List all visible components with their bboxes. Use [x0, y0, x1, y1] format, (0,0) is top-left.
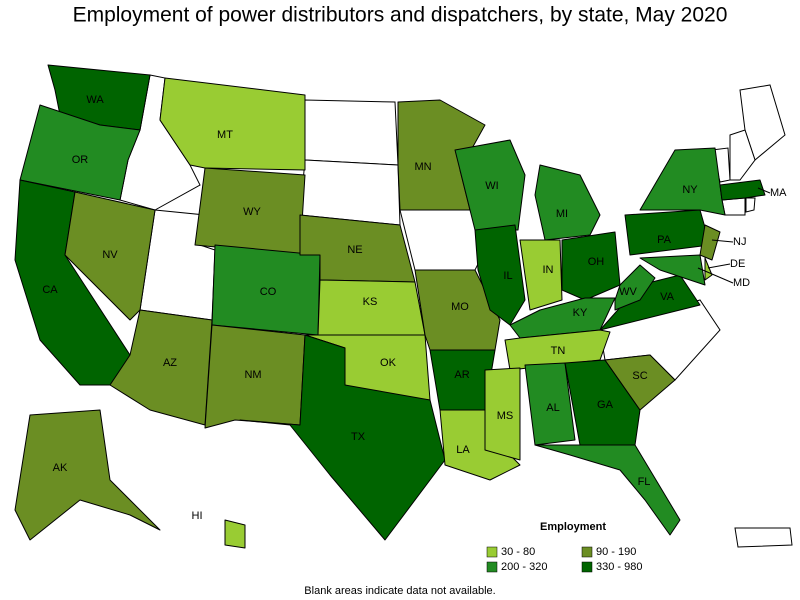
legend-label: 200 - 320: [501, 561, 547, 573]
state-label: KY: [573, 307, 588, 319]
state-nh: [729, 129, 756, 181]
state: [534, 164, 601, 241]
state-me: [739, 84, 786, 161]
state-label: VA: [660, 291, 675, 303]
state: [454, 139, 526, 231]
state-label: TN: [551, 345, 566, 357]
leader-line: [707, 263, 731, 269]
state: [639, 254, 706, 286]
state: [524, 362, 576, 446]
state-label: WI: [485, 180, 498, 192]
legend-label: 30 - 80: [501, 546, 535, 558]
state-label: AL: [546, 402, 559, 414]
state-label: NV: [102, 249, 118, 261]
legend-label: 90 - 190: [596, 546, 636, 558]
state-label: OH: [588, 256, 605, 268]
state: [624, 209, 711, 256]
state-label: AK: [53, 462, 68, 474]
leader-line: [697, 267, 734, 284]
state-label: CA: [42, 284, 58, 296]
territory-pr: [734, 527, 793, 548]
state-label: MA: [770, 187, 787, 199]
no-data-states: [119, 74, 793, 548]
state-label: MD: [733, 277, 750, 289]
map-title: Employment of power distributors and dis…: [73, 4, 728, 27]
state: [704, 257, 713, 281]
state: [109, 309, 213, 426]
state-label: NE: [347, 244, 362, 256]
state-label: FL: [638, 476, 651, 488]
state-label: MT: [217, 129, 233, 141]
legend-label: 330 - 980: [596, 561, 642, 573]
state: [561, 231, 621, 301]
state-label: NM: [244, 369, 261, 381]
state-label: WY: [243, 206, 261, 218]
state-label: OR: [72, 154, 89, 166]
state: [534, 444, 681, 536]
state-label: MI: [556, 208, 568, 220]
state-label: IN: [543, 264, 554, 276]
states: WA OR CA NV MT WY AZ CO NM NE KS OK TX MN MO AR LA WI IL MI…: [14, 64, 787, 549]
legend-swatch: [486, 546, 498, 558]
state: [699, 224, 721, 261]
state-label: AR: [454, 369, 469, 381]
state: [604, 354, 676, 411]
state-label: KS: [363, 296, 378, 308]
legend: 30 - 80 90 - 190 200 - 320 330 - 980: [486, 546, 642, 573]
state: [719, 179, 766, 201]
state: [239, 334, 446, 541]
legend-swatch: [581, 561, 593, 573]
state-sd: [299, 159, 401, 226]
state-label: IL: [503, 270, 512, 282]
state-label: OK: [380, 357, 397, 369]
state-label: AZ: [163, 357, 177, 369]
state-label: PA: [657, 234, 672, 246]
state: [14, 409, 161, 541]
state: [564, 359, 641, 446]
state-label: MS: [497, 410, 514, 422]
state-label: DE: [730, 258, 745, 270]
state-label: NY: [682, 184, 698, 196]
state: [484, 367, 521, 461]
legend-swatch: [581, 546, 593, 558]
legend-title: Employment: [540, 521, 606, 533]
state-label: LA: [456, 444, 470, 456]
state-nd: [304, 99, 399, 166]
state-label: MN: [414, 161, 431, 173]
state: [614, 264, 656, 311]
state-label: WA: [86, 94, 104, 106]
state-ri: [745, 197, 756, 213]
state-label: TX: [351, 431, 366, 443]
state-label: SC: [632, 370, 647, 382]
state: [519, 239, 563, 311]
leader-line: [757, 187, 771, 194]
state-label: WV: [619, 286, 637, 298]
state-label: MO: [451, 301, 469, 313]
state-label: GA: [597, 399, 614, 411]
state-label: HI: [192, 510, 203, 522]
state-label: NJ: [733, 236, 746, 248]
state: [64, 191, 156, 321]
state: [639, 147, 726, 216]
state-ct: [721, 197, 746, 216]
state-label: CO: [260, 286, 277, 298]
footnote: Blank areas indicate data not available.: [304, 585, 495, 597]
legend-swatch: [486, 561, 498, 573]
state: [224, 519, 246, 549]
leader-line: [711, 239, 734, 243]
